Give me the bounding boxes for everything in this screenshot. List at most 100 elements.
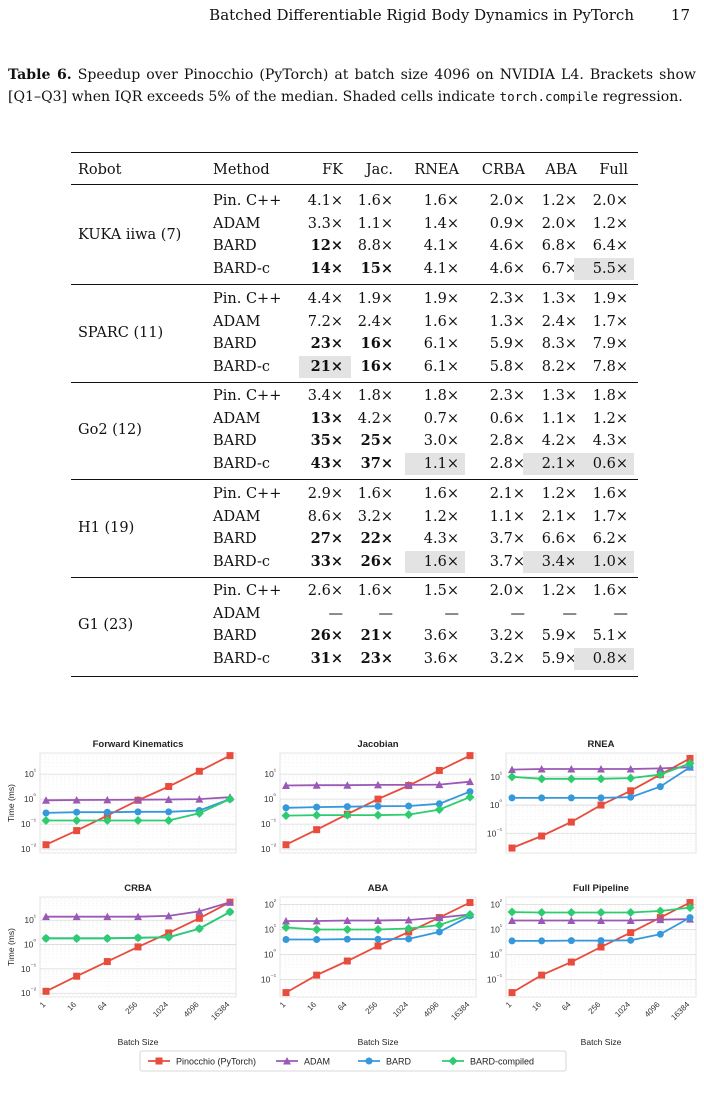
speedup-cell: 5.9× xyxy=(541,650,577,667)
legend-marker xyxy=(365,1057,373,1065)
data-point xyxy=(342,810,352,820)
speedup-cell: 26× xyxy=(360,552,393,570)
legend-marker xyxy=(283,1057,291,1065)
data-point xyxy=(435,780,444,789)
speedup-cell: 1.1× xyxy=(423,455,459,472)
y-tick-label: 10¹ xyxy=(264,924,276,935)
legend-box xyxy=(139,1050,567,1072)
chart-panel: 10⁻² 10⁻¹ 10⁰ 10¹ Forward Kinematics Time (ms… xyxy=(6,739,237,854)
data-point xyxy=(374,795,382,803)
y-axis-label: Time (ms) xyxy=(6,928,16,966)
data-point xyxy=(566,907,576,917)
y-tick-label: 10¹ xyxy=(264,768,276,779)
x-tick-label: 16 xyxy=(65,1000,78,1013)
data-point xyxy=(597,764,605,773)
data-point xyxy=(537,907,547,917)
method-name: ADAM xyxy=(213,605,261,622)
data-point xyxy=(655,906,665,916)
speedup-cell: 7.9× xyxy=(592,336,628,353)
y-axis-label: Time (ms) xyxy=(6,784,16,822)
speedup-cell: 1.8× xyxy=(592,388,628,404)
data-point xyxy=(373,810,383,820)
speedup-cell: 26× xyxy=(310,627,343,645)
data-point xyxy=(627,929,635,937)
speedup-cell: 5.1× xyxy=(592,628,628,645)
y-tick-label: 10¹ xyxy=(490,771,502,782)
chart-panel: 10⁻¹ 10⁰ 10¹ 10² ABA 1 16 64 256 1024 4096 16384 Bat… xyxy=(261,883,477,1047)
data-point xyxy=(685,758,695,768)
speedup-cell: 16× xyxy=(360,335,393,353)
data-point xyxy=(282,781,290,790)
page-number: 17 xyxy=(670,6,690,24)
speedup-cell: 1.6× xyxy=(423,193,459,209)
data-point xyxy=(226,898,234,906)
data-point xyxy=(404,923,414,933)
speedup-cell: 6.4× xyxy=(592,238,628,255)
speedup-cell: 1.2× xyxy=(541,193,577,209)
group-divider xyxy=(71,382,638,383)
speedup-cell: 1.2× xyxy=(592,410,628,427)
speedup-cell: 4.3× xyxy=(592,433,628,450)
data-point xyxy=(466,777,474,786)
y-tick-exponent: ⁰ xyxy=(33,793,36,800)
legend-marker xyxy=(155,1057,163,1065)
speedup-cell: 1.9× xyxy=(357,291,393,307)
method-name: BARD xyxy=(213,628,257,645)
data-point xyxy=(404,780,413,789)
caption-label: Table 6. xyxy=(8,67,72,83)
chart-legend: Pinocchio (PyTorch) ADAM BARD BARD-compiled xyxy=(139,1050,567,1072)
caption-text-3: regression. xyxy=(602,89,683,105)
speedup-cell: 6.1× xyxy=(423,336,459,353)
column-header-fk: FK xyxy=(322,162,343,178)
data-point xyxy=(134,808,142,816)
speedup-cell: — xyxy=(328,605,344,622)
group-divider xyxy=(71,284,638,285)
y-tick-exponent: ² xyxy=(274,899,277,906)
robot-name: G1 (23) xyxy=(78,616,134,633)
table-top-rule xyxy=(71,152,638,154)
shaded-cell xyxy=(405,452,465,475)
speedup-cell: 43× xyxy=(310,454,343,472)
speedup-cell: — xyxy=(562,605,578,622)
data-point xyxy=(655,770,665,780)
data-point xyxy=(508,916,516,924)
data-point xyxy=(134,912,142,921)
data-point xyxy=(73,808,81,816)
speedup-cell: 1.6× xyxy=(357,583,393,599)
chart-panel: 10⁻¹ 10⁰ 10¹ RNEA xyxy=(487,739,697,854)
x-tick-label: 16384 xyxy=(449,1000,471,1022)
speedup-cell: 1.5× xyxy=(423,583,459,599)
data-point xyxy=(567,818,575,826)
data-point xyxy=(405,935,413,943)
x-tick-label: 1 xyxy=(504,1000,514,1010)
y-tick-label: 10⁰ xyxy=(490,799,502,810)
data-point xyxy=(435,766,443,774)
data-point xyxy=(312,925,322,935)
data-point xyxy=(164,795,173,803)
speedup-cell: 2.1× xyxy=(541,508,577,525)
speedup-cell: 0.6× xyxy=(489,410,525,427)
data-point xyxy=(195,907,204,915)
data-point xyxy=(466,899,474,907)
speedup-cell: 1.2× xyxy=(541,583,577,599)
speedup-cell: 4.1× xyxy=(307,193,343,209)
speedup-cell: 1.6× xyxy=(423,486,459,502)
data-point xyxy=(103,808,111,816)
speedup-cell: 8.6× xyxy=(307,508,343,525)
data-point xyxy=(312,810,322,820)
speedup-cell: 2.0× xyxy=(541,215,577,232)
data-point xyxy=(133,933,143,943)
group-divider xyxy=(71,577,638,578)
y-tick-exponent: ¹ xyxy=(500,771,503,778)
speedup-cell: 8.8× xyxy=(357,238,393,255)
speedup-cell: 1.6× xyxy=(357,193,393,209)
speedup-cell: 1.9× xyxy=(592,291,628,307)
y-tick-exponent: ⁰ xyxy=(273,949,276,956)
robot-name: Go2 (12) xyxy=(78,421,142,438)
data-point xyxy=(686,754,694,762)
speedup-cell: 1.6× xyxy=(423,313,459,330)
data-point xyxy=(567,916,576,924)
method-name: Pin. C++ xyxy=(213,193,282,209)
data-point xyxy=(312,781,321,789)
speedup-cell: 25× xyxy=(360,432,393,450)
